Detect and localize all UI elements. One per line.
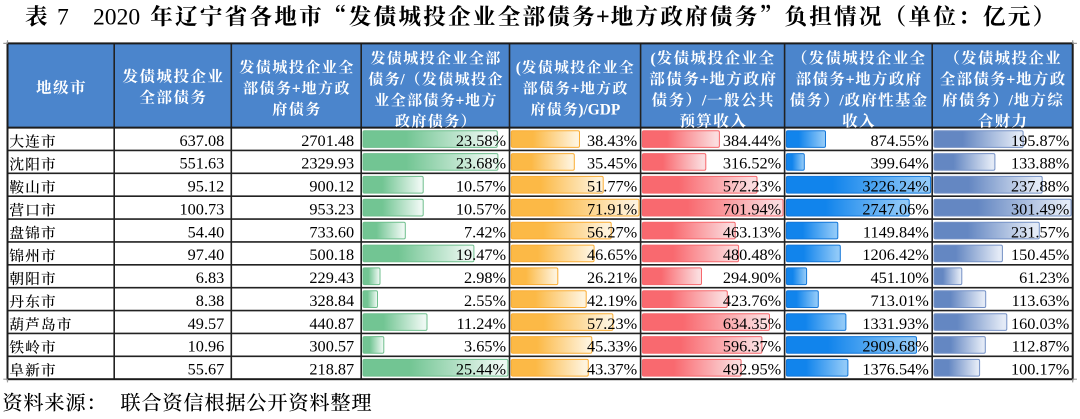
svg-text:56.27%: 56.27% — [587, 222, 637, 241]
svg-text:874.55%: 874.55% — [870, 131, 928, 150]
svg-text:634.35%: 634.35% — [723, 314, 781, 333]
svg-text:26.21%: 26.21% — [587, 268, 637, 287]
svg-text:1331.93%: 1331.93% — [862, 314, 928, 333]
svg-text:294.90%: 294.90% — [723, 268, 781, 287]
svg-text:+: + — [700, 71, 709, 88]
svg-text:100.17%: 100.17% — [1011, 360, 1069, 379]
svg-text:3.65%: 3.65% — [464, 337, 506, 356]
svg-text:218.87: 218.87 — [309, 360, 354, 379]
svg-text:23.68%: 23.68% — [456, 154, 506, 173]
svg-text:61.23%: 61.23% — [1019, 268, 1069, 287]
svg-text:423.76%: 423.76% — [723, 291, 781, 310]
svg-text:+: + — [456, 92, 465, 109]
svg-text:229.43: 229.43 — [309, 268, 354, 287]
svg-text:19.47%: 19.47% — [456, 245, 506, 264]
svg-text:+: + — [846, 71, 855, 88]
svg-text:384.44%: 384.44% — [723, 131, 781, 150]
svg-text:150.45%: 150.45% — [1011, 245, 1069, 264]
svg-text:7.42%: 7.42% — [464, 222, 506, 241]
svg-text:25.44%: 25.44% — [456, 360, 506, 379]
svg-text:2.98%: 2.98% — [464, 268, 506, 287]
svg-text:/: / — [399, 71, 405, 88]
svg-text:500.18: 500.18 — [309, 245, 354, 264]
svg-text:637.08: 637.08 — [180, 131, 225, 150]
svg-text:316.52%: 316.52% — [723, 154, 781, 173]
svg-text:195.87%: 195.87% — [1011, 131, 1069, 150]
svg-text:328.84: 328.84 — [309, 291, 354, 310]
svg-text:2.55%: 2.55% — [464, 291, 506, 310]
svg-text:551.63: 551.63 — [180, 154, 225, 173]
svg-text:10.96: 10.96 — [188, 337, 225, 356]
svg-text:2909.68%: 2909.68% — [862, 337, 928, 356]
svg-text:51.77%: 51.77% — [587, 177, 637, 196]
svg-text:2747.06%: 2747.06% — [862, 200, 928, 219]
svg-text:)/GDP: )/GDP — [578, 102, 620, 119]
svg-text:97.40: 97.40 — [188, 245, 225, 264]
svg-text:451.10%: 451.10% — [870, 268, 928, 287]
svg-text:399.64%: 399.64% — [870, 154, 928, 173]
svg-text:8.38: 8.38 — [196, 291, 225, 310]
svg-text:2020: 2020 — [93, 4, 140, 30]
svg-text:43.37%: 43.37% — [587, 360, 637, 379]
svg-text:+: + — [571, 81, 580, 98]
svg-text:23.58%: 23.58% — [456, 131, 506, 150]
svg-text:35.45%: 35.45% — [587, 154, 637, 173]
svg-text:733.60: 733.60 — [309, 222, 354, 241]
svg-text:480.48%: 480.48% — [723, 245, 781, 264]
svg-text:45.33%: 45.33% — [587, 337, 637, 356]
svg-text:596.37%: 596.37% — [723, 337, 781, 356]
svg-text:55.67: 55.67 — [188, 360, 225, 379]
svg-text:11.24%: 11.24% — [457, 314, 507, 333]
svg-text:160.03%: 160.03% — [1011, 314, 1069, 333]
svg-text:+: + — [596, 4, 610, 30]
svg-text:953.23: 953.23 — [309, 200, 354, 219]
svg-text:301.49%: 301.49% — [1011, 200, 1069, 219]
svg-text:/: / — [1008, 92, 1014, 109]
svg-text:492.95%: 492.95% — [723, 360, 781, 379]
svg-text:46.65%: 46.65% — [587, 245, 637, 264]
svg-text:54.40: 54.40 — [188, 222, 225, 241]
svg-text:112.87%: 112.87% — [1012, 337, 1070, 356]
svg-text:+: + — [292, 81, 301, 98]
svg-text:71.91%: 71.91% — [587, 200, 637, 219]
svg-text:237.88%: 237.88% — [1011, 177, 1069, 196]
svg-text:231.57%: 231.57% — [1011, 222, 1069, 241]
svg-text:1206.42%: 1206.42% — [862, 245, 928, 264]
svg-text:2329.93: 2329.93 — [301, 154, 354, 173]
svg-text:6.83: 6.83 — [196, 268, 225, 287]
svg-text:49.57: 49.57 — [188, 314, 225, 333]
svg-text:(: ( — [650, 50, 655, 67]
svg-text:113.63%: 113.63% — [1012, 291, 1070, 310]
svg-text:3226.24%: 3226.24% — [862, 177, 928, 196]
svg-text:(: ( — [516, 60, 521, 77]
svg-text:133.88%: 133.88% — [1011, 154, 1069, 173]
svg-text:/: / — [838, 92, 844, 109]
svg-text:1376.54%: 1376.54% — [862, 360, 928, 379]
svg-text:38.43%: 38.43% — [587, 131, 637, 150]
svg-text:42.19%: 42.19% — [587, 291, 637, 310]
svg-text:57.23%: 57.23% — [587, 314, 637, 333]
svg-text:/: / — [701, 92, 707, 109]
svg-text:+: + — [1006, 71, 1015, 88]
svg-text:2701.48: 2701.48 — [301, 131, 354, 150]
svg-text:1149.84%: 1149.84% — [863, 222, 929, 241]
svg-text:95.12: 95.12 — [188, 177, 225, 196]
svg-text:713.01%: 713.01% — [870, 291, 928, 310]
svg-text:100.73: 100.73 — [180, 200, 225, 219]
svg-text:10.57%: 10.57% — [456, 200, 506, 219]
svg-text:900.12: 900.12 — [309, 177, 354, 196]
svg-text:463.13%: 463.13% — [723, 222, 781, 241]
svg-text:572.23%: 572.23% — [723, 177, 781, 196]
svg-text:440.87: 440.87 — [309, 314, 354, 333]
svg-text:10.57%: 10.57% — [456, 177, 506, 196]
svg-text:701.94%: 701.94% — [723, 200, 781, 219]
svg-text:300.57: 300.57 — [309, 337, 354, 356]
svg-text:7: 7 — [57, 4, 69, 30]
